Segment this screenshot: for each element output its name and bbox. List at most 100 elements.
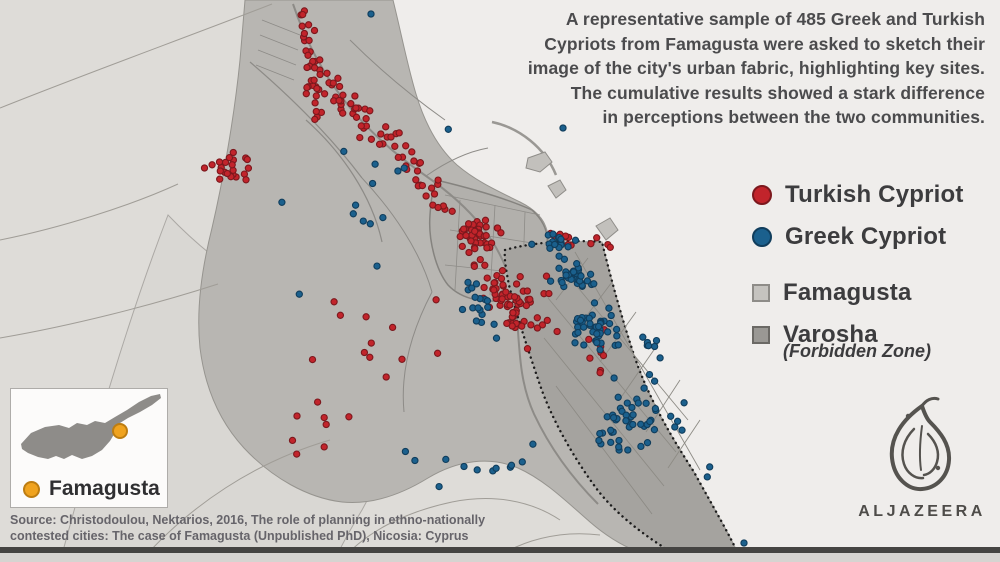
survey-dot xyxy=(398,355,406,363)
survey-dot xyxy=(594,322,603,331)
survey-dot xyxy=(349,210,357,218)
survey-dot xyxy=(555,252,563,260)
survey-dot xyxy=(590,280,598,288)
survey-dot xyxy=(650,426,659,434)
survey-dot xyxy=(465,248,473,257)
survey-dot xyxy=(615,443,623,451)
survey-dot xyxy=(462,231,470,240)
survey-dot xyxy=(458,305,467,314)
survey-dot xyxy=(474,304,482,312)
famagusta-location-marker xyxy=(112,423,128,439)
survey-dot xyxy=(518,322,526,330)
survey-dot xyxy=(367,339,375,347)
survey-dot xyxy=(310,26,319,35)
survey-dot xyxy=(490,320,498,328)
survey-dot xyxy=(551,240,559,249)
survey-dot xyxy=(509,309,517,317)
survey-dot xyxy=(585,335,593,344)
survey-dot xyxy=(347,100,355,108)
survey-dot xyxy=(650,377,659,385)
survey-dot xyxy=(223,169,231,178)
survey-dot xyxy=(366,220,374,228)
harbor-water xyxy=(490,120,585,242)
survey-dot xyxy=(528,240,536,248)
survey-dot xyxy=(740,539,748,547)
turkish-cypriot-dot-swatch xyxy=(752,185,772,205)
survey-dot xyxy=(433,349,442,357)
survey-dot xyxy=(395,129,403,137)
survey-dot xyxy=(614,393,622,401)
survey-dot xyxy=(492,334,501,342)
survey-dot xyxy=(366,107,374,115)
survey-dot xyxy=(612,325,621,334)
survey-dot xyxy=(225,154,234,162)
description-line: image of the city's urban fabric, highli… xyxy=(527,58,985,78)
survey-dot xyxy=(244,164,253,172)
source-line: contested cities: The case of Famagusta … xyxy=(10,528,469,543)
breakwater-line xyxy=(491,120,558,176)
survey-dot xyxy=(411,456,419,465)
survey-dot xyxy=(507,461,516,469)
survey-dot xyxy=(464,278,472,287)
survey-dot xyxy=(375,140,384,148)
survey-dot xyxy=(557,235,565,243)
survey-dot xyxy=(502,288,510,296)
survey-dot xyxy=(645,370,654,379)
survey-dot xyxy=(402,142,410,150)
survey-dot xyxy=(623,399,631,407)
varosha-sublabel: (Forbidden Zone) xyxy=(783,341,931,361)
survey-dot xyxy=(607,426,615,434)
legend-label: Greek Cypriot xyxy=(785,223,947,250)
description-line: A representative sample of 485 Greek and… xyxy=(565,9,985,29)
survey-dot xyxy=(523,287,532,295)
source-line: Source: Christodoulou, Nektarios, 2016, … xyxy=(10,513,486,527)
survey-dot xyxy=(216,175,224,183)
survey-dot xyxy=(593,339,601,347)
survey-dot xyxy=(546,277,555,285)
survey-dot xyxy=(562,271,570,279)
survey-dot xyxy=(339,109,347,117)
survey-dot xyxy=(482,232,490,240)
survey-dot xyxy=(543,316,551,325)
bottom-dark-bar xyxy=(0,547,1000,553)
survey-dot xyxy=(529,440,537,448)
survey-dot xyxy=(288,436,297,445)
survey-dot xyxy=(559,124,567,132)
survey-dot xyxy=(593,234,601,242)
survey-dot xyxy=(671,423,679,431)
survey-dot xyxy=(366,353,374,361)
survey-dot xyxy=(596,369,604,377)
legend: Turkish Cypriot Greek Cypriot Famagusta … xyxy=(752,181,992,362)
survey-dot xyxy=(412,176,420,184)
survey-dot xyxy=(410,157,418,165)
survey-dot xyxy=(339,91,347,99)
survey-dot xyxy=(605,304,613,312)
cyprus-inset-map: Famagusta xyxy=(10,388,168,508)
survey-dot xyxy=(208,161,216,169)
survey-dot xyxy=(533,324,542,332)
survey-dot xyxy=(430,190,439,198)
survey-dot xyxy=(605,319,614,328)
survey-dot xyxy=(574,328,582,337)
survey-dot xyxy=(476,255,484,264)
survey-dot xyxy=(435,482,443,491)
survey-dot xyxy=(442,455,450,464)
survey-dot xyxy=(356,133,364,142)
survey-dot xyxy=(680,399,688,407)
survey-dot xyxy=(352,104,360,112)
survey-dot xyxy=(586,270,595,278)
survey-dot xyxy=(498,267,507,275)
survey-dot xyxy=(304,21,313,29)
survey-dot xyxy=(651,404,660,413)
survey-dot xyxy=(295,290,303,298)
survey-dot xyxy=(471,293,479,301)
survey-dot xyxy=(242,176,250,184)
survey-dot xyxy=(503,319,511,328)
survey-dot xyxy=(434,203,442,212)
survey-dot xyxy=(499,281,507,289)
survey-dot xyxy=(628,403,636,412)
survey-dot xyxy=(312,107,320,116)
survey-dot xyxy=(391,142,399,150)
survey-dot xyxy=(706,463,714,471)
survey-dot xyxy=(302,90,310,98)
